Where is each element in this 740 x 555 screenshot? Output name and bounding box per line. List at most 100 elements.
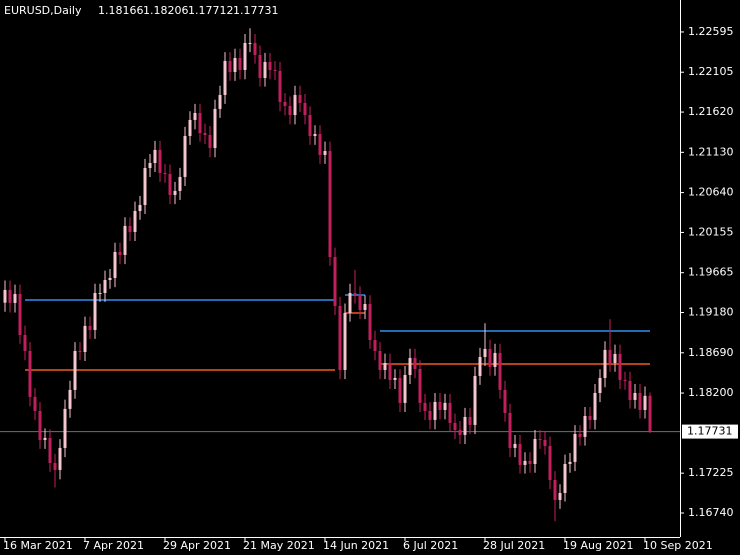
candle-body (8, 289, 12, 303)
x-tick-label: 21 May 2021 (243, 539, 315, 552)
candle-body (403, 374, 407, 403)
candle-body (208, 134, 212, 148)
candle-body (563, 463, 567, 493)
candle-body (68, 389, 72, 409)
candle-body (73, 350, 77, 390)
candle-body (513, 443, 517, 448)
candle-body (303, 102, 307, 116)
candle-body (483, 348, 487, 357)
y-tick-label: 1.20155 (688, 225, 734, 238)
candle-body (383, 362, 387, 370)
candle-body (373, 339, 377, 351)
candle-body (293, 94, 297, 116)
candle-body (413, 357, 417, 369)
candle-body (473, 375, 477, 425)
candle-body (553, 479, 557, 500)
candle-body (118, 251, 122, 255)
candle-body (503, 389, 507, 413)
candle-body (643, 395, 647, 410)
ohlc-close: 1.17731 (233, 4, 279, 17)
candle-body (288, 105, 292, 116)
y-tick-label: 1.16740 (688, 506, 734, 519)
y-tick-label: 1.17225 (688, 466, 734, 479)
y-tick-label: 1.22595 (688, 25, 734, 38)
candle-body (278, 70, 282, 102)
candle-body (273, 70, 277, 72)
y-tick-label: 1.20640 (688, 186, 734, 199)
candle-body (53, 462, 57, 470)
candle-body (428, 410, 432, 420)
candle-body (18, 293, 22, 335)
candle-body (228, 60, 232, 72)
candle-body (148, 163, 152, 169)
candle-body (343, 312, 347, 370)
candle-body (213, 108, 217, 148)
candle-body (598, 377, 602, 393)
candle-body (163, 172, 167, 175)
candle-body (173, 190, 177, 195)
y-tick-label: 1.19180 (688, 306, 734, 319)
candle-body (28, 350, 32, 397)
candle-body (153, 149, 157, 164)
candle-body (323, 151, 327, 155)
candle-body (313, 134, 317, 136)
candle-body (348, 292, 352, 313)
ohlc-low: 1.17712 (188, 4, 234, 17)
candle-body (243, 42, 247, 71)
candle-body (298, 94, 302, 103)
candle-body (358, 294, 362, 310)
candle-body (113, 251, 117, 278)
candle-body (588, 415, 592, 420)
candle-body (623, 379, 627, 381)
candle-body (258, 54, 262, 78)
candle-body (423, 402, 427, 411)
candle-body (63, 408, 67, 448)
candle-body (108, 277, 112, 281)
candle-body (648, 395, 652, 432)
candle-body (583, 415, 587, 437)
candle-body (283, 101, 287, 106)
candle-body (133, 210, 137, 232)
candle-body (93, 292, 97, 330)
candle-body (188, 119, 192, 136)
candle-body (468, 416, 472, 425)
candle-body (498, 352, 502, 390)
candle-body (523, 460, 527, 465)
x-tick-label: 7 Apr 2021 (83, 539, 144, 552)
candle-body (633, 392, 637, 400)
candle-body (183, 135, 187, 177)
x-tick-label: 19 Aug 2021 (563, 539, 633, 552)
y-tick-label: 1.21620 (688, 105, 734, 118)
candle-body (628, 380, 632, 400)
y-tick-label: 1.19665 (688, 266, 734, 279)
candle-body (398, 377, 402, 403)
candle-body (178, 176, 182, 191)
candle-body (393, 377, 397, 380)
candle-body (603, 349, 607, 378)
candle-body (608, 349, 612, 363)
candle-body (138, 204, 142, 211)
candle-body (458, 429, 462, 435)
candle-body (3, 289, 7, 303)
candle-body (448, 402, 452, 423)
candle-body (453, 422, 457, 430)
candle-body (268, 61, 272, 71)
price-tag-label: 1.17731 (687, 425, 733, 438)
candle-body (463, 416, 467, 435)
candle-body (58, 447, 62, 470)
candle-body (593, 392, 597, 420)
x-tick-label: 14 Jun 2021 (323, 539, 389, 552)
candle-body (223, 60, 227, 95)
candle-body (638, 392, 642, 410)
candle-body (408, 357, 412, 375)
candle-body (143, 168, 147, 205)
candle-body (123, 225, 127, 255)
candle-body (433, 401, 437, 420)
candle-body (353, 292, 357, 295)
ohlc-open: 1.18166 (98, 4, 144, 17)
candle-body (88, 325, 92, 330)
candle-body (168, 174, 172, 195)
candle-body (203, 133, 207, 135)
